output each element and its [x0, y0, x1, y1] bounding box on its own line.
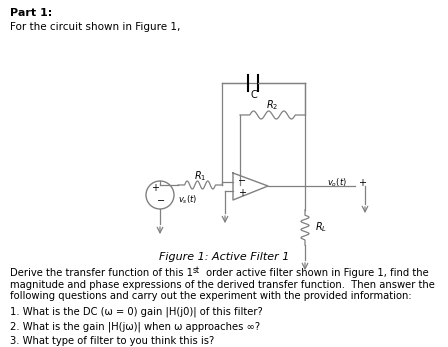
Text: Figure 1: Active Filter 1: Figure 1: Active Filter 1: [159, 252, 289, 262]
Text: order active filter shown in Figure 1, find the: order active filter shown in Figure 1, f…: [203, 268, 429, 278]
Text: +: +: [358, 178, 366, 188]
Text: $R_L$: $R_L$: [315, 220, 327, 234]
Text: $v_o(t)$: $v_o(t)$: [327, 177, 347, 189]
Text: −: −: [238, 176, 246, 186]
Text: magnitude and phase expressions of the derived transfer function.  Then answer t: magnitude and phase expressions of the d…: [10, 279, 435, 289]
Text: following questions and carry out the experiment with the provided information:: following questions and carry out the ex…: [10, 291, 412, 301]
Text: Derive the transfer function of this 1: Derive the transfer function of this 1: [10, 268, 193, 278]
Text: $R_2$: $R_2$: [266, 98, 278, 112]
Text: C: C: [250, 90, 257, 100]
Text: $v_s(t)$: $v_s(t)$: [178, 194, 198, 206]
Text: +: +: [151, 183, 159, 193]
Text: Part 1:: Part 1:: [10, 8, 52, 18]
Text: For the circuit shown in Figure 1,: For the circuit shown in Figure 1,: [10, 22, 181, 32]
Text: −: −: [157, 196, 165, 206]
Text: 1. What is the DC (ω = 0) gain |H(j0)| of this filter?: 1. What is the DC (ω = 0) gain |H(j0)| o…: [10, 306, 263, 317]
Text: 2. What is the gain |H(jω)| when ω approaches ∞?: 2. What is the gain |H(jω)| when ω appro…: [10, 321, 260, 331]
Text: st: st: [193, 266, 200, 275]
Text: $R_1$: $R_1$: [194, 169, 206, 183]
Text: +: +: [238, 188, 246, 198]
Text: 3. What type of filter to you think this is?: 3. What type of filter to you think this…: [10, 336, 214, 346]
